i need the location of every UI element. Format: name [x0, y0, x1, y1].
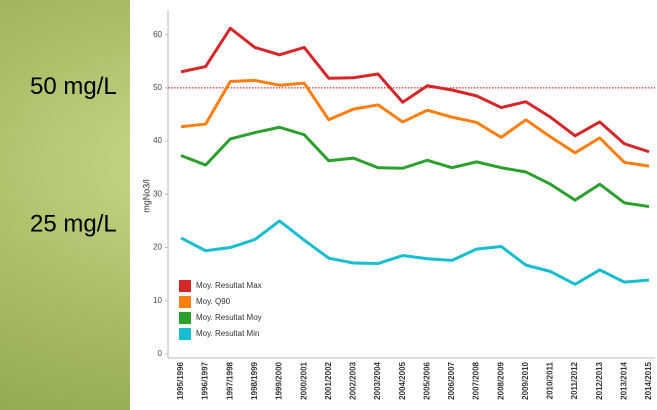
x-tick-label: 2000/2001: [299, 361, 308, 399]
y-tick-label: 60: [153, 30, 162, 39]
y-tick-label: 10: [153, 296, 162, 305]
series-line: [180, 125, 650, 209]
y-tick-label: 0: [158, 349, 163, 358]
legend-label: Moy. Resultat Moy: [196, 313, 262, 322]
x-tick-label: 2002/2003: [349, 361, 358, 399]
chart-panel: [130, 0, 657, 410]
y-tick-label: 20: [153, 243, 162, 252]
legend-swatch: [179, 312, 191, 324]
x-tick-label: 2004/2005: [398, 361, 407, 399]
x-tick-label: 1999/2000: [275, 361, 284, 399]
legend-label: Moy. Resultat Min: [196, 329, 259, 338]
x-tick-label: 2010/2011: [546, 361, 555, 399]
series-line: [180, 26, 650, 154]
annotation: 50 mg/L: [30, 73, 117, 100]
x-tick-label: 1997/1998: [225, 361, 234, 399]
x-tick-label: 2007/2008: [472, 361, 481, 399]
legend-label: Moy. Resultat Max: [196, 281, 262, 290]
x-tick-label: 2013/2014: [619, 361, 628, 399]
x-tick-label: 2009/2010: [521, 361, 530, 399]
x-tick-label: 1995/1996: [176, 361, 185, 399]
x-tick-label: 2003/2004: [373, 361, 382, 399]
legend-swatch: [179, 296, 191, 308]
legend-swatch: [179, 328, 191, 340]
x-tick-label: 2014/2015: [644, 361, 653, 399]
x-tick-label: 1998/1999: [250, 361, 259, 399]
x-tick-label: 2011/2012: [570, 361, 579, 399]
x-tick-label: 2012/2013: [595, 361, 604, 399]
x-tick-label: 2005/2006: [422, 361, 431, 399]
y-axis-label: mgNo3/l: [141, 179, 151, 213]
x-tick-label: 2001/2002: [324, 361, 333, 399]
legend-label: Moy. Q90: [196, 297, 231, 306]
x-tick-label: 1996/1997: [201, 361, 210, 399]
y-tick-label: 50: [153, 83, 162, 92]
legend-swatch: [179, 280, 191, 292]
y-tick-label: 40: [153, 136, 162, 145]
annotation: 25 mg/L: [30, 210, 117, 237]
x-tick-label: 2008/2009: [496, 361, 505, 399]
y-tick-label: 30: [153, 189, 162, 198]
x-tick-label: 2006/2007: [447, 361, 456, 399]
series-line: [180, 78, 650, 168]
series-line: [180, 219, 650, 286]
